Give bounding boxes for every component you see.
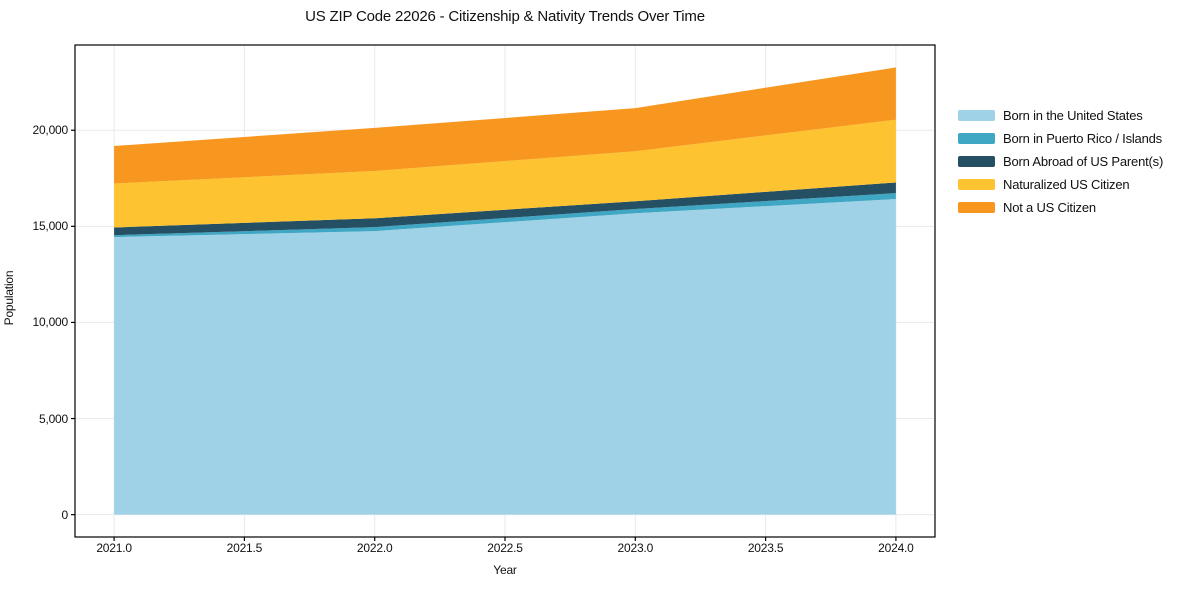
legend: Born in the United States Born in Puerto… bbox=[958, 104, 1163, 219]
x-tick-label: 2024.0 bbox=[878, 541, 914, 555]
x-tick-label: 2021.0 bbox=[96, 541, 132, 555]
x-tick-label: 2022.0 bbox=[356, 541, 393, 555]
x-axis-label: Year bbox=[493, 563, 517, 577]
legend-swatch bbox=[958, 156, 995, 167]
legend-item: Born in Puerto Rico / Islands bbox=[958, 127, 1163, 150]
tick-marks bbox=[71, 129, 897, 541]
legend-item: Naturalized US Citizen bbox=[958, 173, 1163, 196]
y-tick-label: 20,000 bbox=[32, 123, 68, 138]
y-tick-label: 5,000 bbox=[38, 411, 68, 426]
x-tick-label: 2022.5 bbox=[487, 541, 523, 555]
area-born-in-the-united-states bbox=[114, 199, 896, 515]
legend-label: Not a US Citizen bbox=[1003, 200, 1096, 215]
legend-label: Born in the United States bbox=[1003, 108, 1143, 123]
x-tick-label: 2023.5 bbox=[747, 541, 784, 555]
y-tick-label: 15,000 bbox=[32, 219, 68, 234]
y-tick-label: 0 bbox=[61, 507, 69, 522]
x-tick-label: 2023.0 bbox=[617, 541, 654, 555]
area-series bbox=[114, 67, 896, 515]
chart-title: US ZIP Code 22026 - Citizenship & Nativi… bbox=[305, 8, 705, 25]
legend-swatch bbox=[958, 202, 995, 213]
x-tick-label: 2021.5 bbox=[226, 541, 263, 555]
legend-swatch bbox=[958, 179, 995, 190]
legend-item: Born Abroad of US Parent(s) bbox=[958, 150, 1163, 173]
y-tick-label: 10,000 bbox=[32, 315, 68, 330]
legend-item: Born in the United States bbox=[958, 104, 1163, 127]
legend-label: Naturalized US Citizen bbox=[1003, 177, 1130, 192]
legend-label: Born Abroad of US Parent(s) bbox=[1003, 154, 1164, 169]
y-axis-label: Population bbox=[2, 270, 16, 326]
legend-swatch bbox=[958, 110, 995, 121]
legend-item: Not a US Citizen bbox=[958, 196, 1163, 219]
legend-swatch bbox=[958, 133, 995, 144]
area-naturalized-us-citizen bbox=[114, 119, 896, 228]
legend-label: Born in Puerto Rico / Islands bbox=[1003, 131, 1162, 146]
area-not-a-us-citizen bbox=[114, 67, 896, 184]
area-born-abroad-of-us-parent-s bbox=[114, 182, 896, 236]
